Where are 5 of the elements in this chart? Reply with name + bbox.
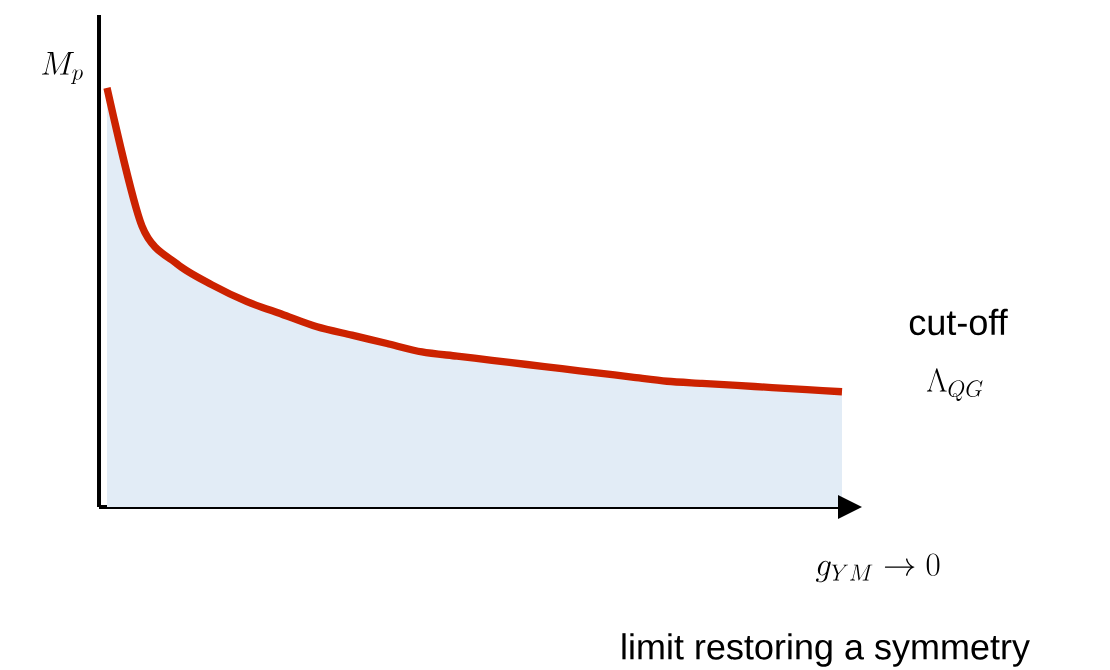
y-axis-title: $M_p$ xyxy=(41,51,83,85)
text: $\Lambda_{QG}$ xyxy=(926,368,983,402)
text: cut-off xyxy=(909,308,1008,336)
text: limit restoring a symmetry xyxy=(622,633,1030,667)
x-axis-title: $g_{YM} \to 0$ xyxy=(815,553,940,583)
